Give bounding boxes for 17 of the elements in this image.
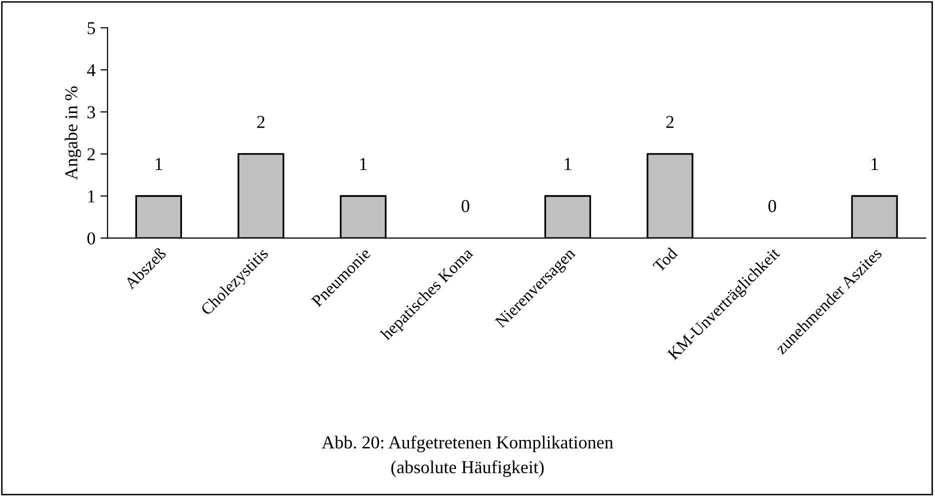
data-label: 0 (768, 200, 776, 212)
y-tick-label: 4 (87, 64, 96, 76)
y-axis-title: Angabe in % (64, 86, 82, 180)
caption: Abb. 20: Aufgetretenen Komplikationen (322, 436, 614, 452)
y-tick-label: 5 (88, 22, 96, 34)
data-label: 0 (462, 200, 470, 212)
data-label: 1 (564, 158, 572, 170)
y-tick-label: 3 (88, 106, 96, 118)
y-tick-label: 2 (87, 148, 95, 160)
data-label: 2 (257, 116, 264, 128)
data-label: 1 (156, 158, 162, 170)
y-tick-label: 1 (88, 190, 95, 202)
data-label: 2 (666, 116, 674, 128)
data-label: 1 (360, 158, 367, 170)
data-label: 1 (872, 158, 878, 170)
y-tick-label: 0 (87, 232, 96, 245)
text: (absolute Häufigkeit) (391, 460, 544, 478)
